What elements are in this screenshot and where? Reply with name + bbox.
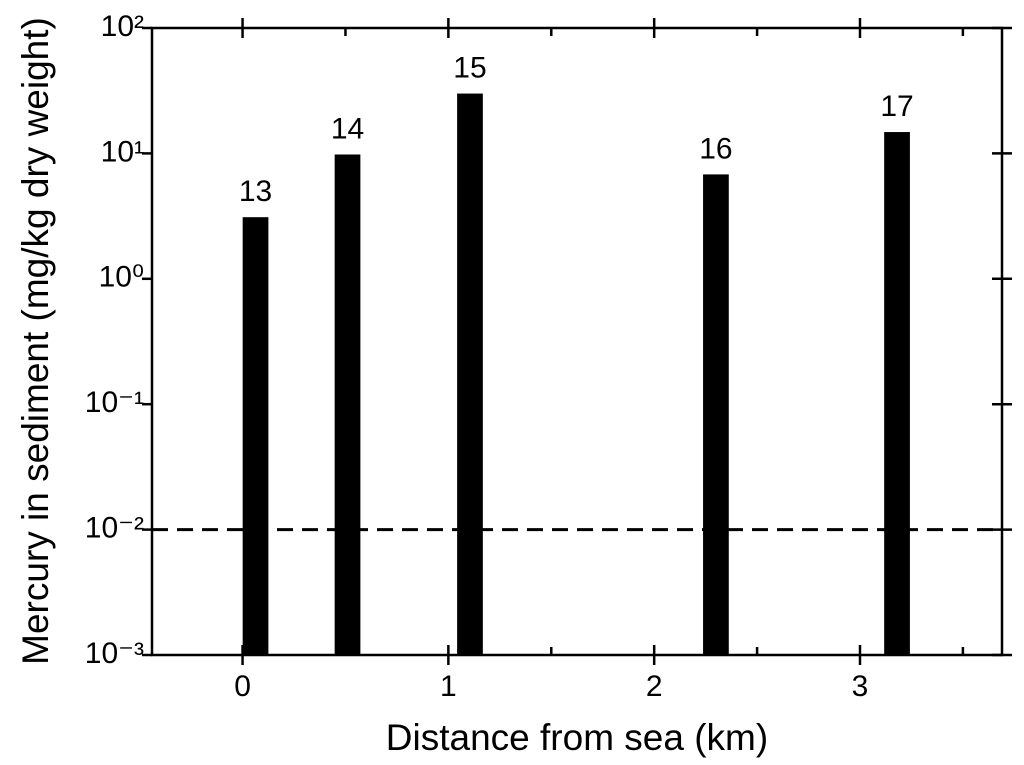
bar-label: 16 — [699, 132, 732, 165]
bar — [242, 217, 269, 656]
x-tick-label: 2 — [646, 670, 663, 703]
bar-label: 14 — [331, 112, 364, 145]
y-tick-label: 10⁰ — [99, 261, 144, 294]
bar-label: 13 — [239, 175, 272, 208]
y-tick-label: 10² — [101, 10, 144, 43]
bar — [884, 132, 910, 655]
bar — [457, 93, 483, 656]
bar — [334, 154, 361, 655]
plot-frame — [150, 26, 1004, 657]
x-tick-label: 0 — [234, 670, 251, 703]
bar-label: 17 — [880, 90, 913, 123]
x-tick-label: 1 — [440, 670, 457, 703]
y-axis-title: Mercury in sediment (mg/kg dry weight) — [15, 17, 56, 665]
bar — [703, 174, 729, 655]
bar-label: 15 — [453, 51, 486, 84]
y-tick-label: 10⁻² — [85, 512, 144, 545]
x-axis-title: Distance from sea (km) — [386, 717, 768, 758]
y-tick-label: 10⁻¹ — [85, 386, 144, 419]
y-tick-label: 10¹ — [101, 135, 144, 168]
x-tick-label: 3 — [852, 670, 869, 703]
y-tick-label: 10⁻³ — [85, 637, 144, 670]
